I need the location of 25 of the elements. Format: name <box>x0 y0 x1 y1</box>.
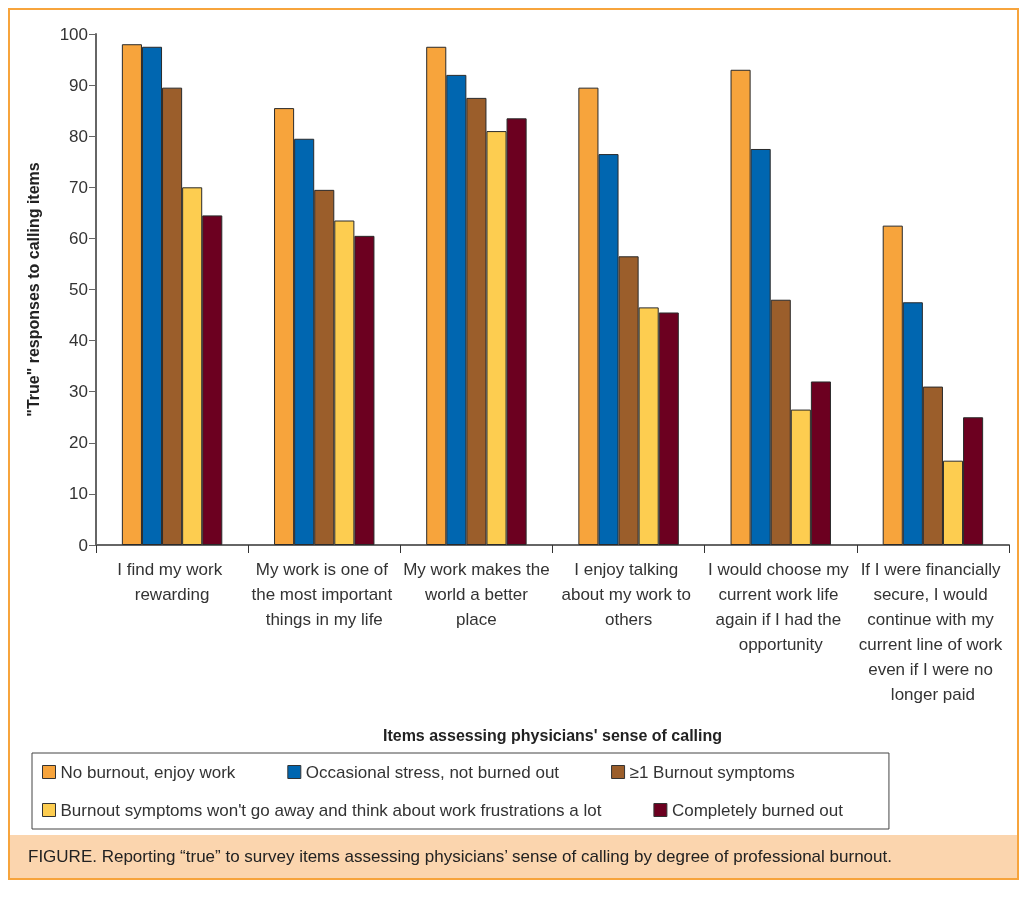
x-tick-label: If I were financially secure, I would continue with my current line of work even if I were no longer paid <box>858 560 1008 704</box>
y-tick-label: 60 <box>69 228 88 248</box>
x-tick-label: My work makes the world a better place <box>403 560 550 629</box>
y-tick-label: 70 <box>69 177 88 197</box>
legend-label: ≥1 Burnout symptoms <box>629 762 795 782</box>
legend-label: Completely burned out <box>671 800 844 820</box>
text: FIGURE. Reporting “true” to survey items assessing physicians’ sense of calling by degree of professional burnout. <box>28 846 893 868</box>
y-axis-title: "True" responses to calling items <box>24 162 42 417</box>
y-tick-label: 90 <box>69 75 88 95</box>
x-axis-title: Items assessing physicians' sense of calling <box>382 726 723 744</box>
y-tick-label: 20 <box>69 433 88 453</box>
y-tick-label: 10 <box>69 484 88 504</box>
y-tick-label: 100 <box>59 24 88 44</box>
legend-label: Burnout symptoms won't go away and think about work frustrations a lot <box>60 800 602 820</box>
y-tick-label: 0 <box>78 535 88 555</box>
x-tick-label: I find my work rewarding <box>117 560 227 604</box>
x-tick-label: My work is one of the most important things in my life <box>251 560 398 629</box>
y-tick-label: 40 <box>69 331 88 351</box>
x-tick-label: I would choose my current work life again if I had the opportunity <box>707 560 854 654</box>
x-tick-label: I enjoy talking about my work to others <box>561 560 696 629</box>
y-tick-label: 80 <box>69 126 88 146</box>
y-tick-label: 50 <box>69 280 88 299</box>
y-tick-label: 30 <box>69 382 88 402</box>
legend-label: Occasional stress, not burned out <box>305 762 560 782</box>
legend-label: No burnout, enjoy work <box>60 762 236 782</box>
